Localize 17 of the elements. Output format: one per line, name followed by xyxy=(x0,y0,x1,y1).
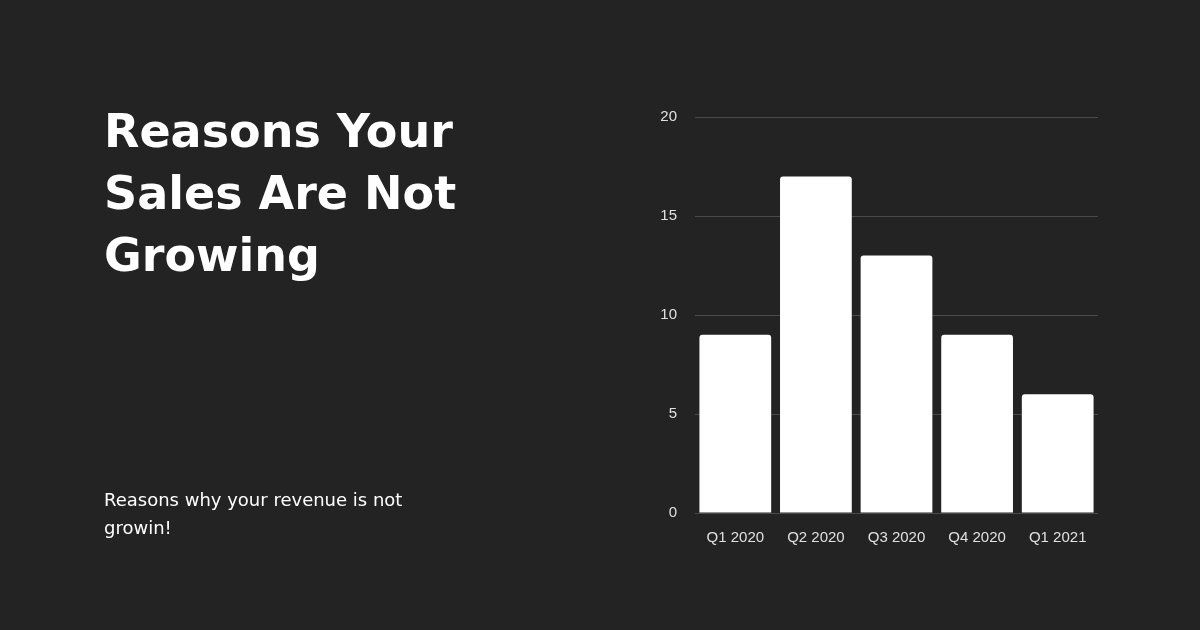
y-tick-label: 20 xyxy=(660,107,677,125)
y-tick-label: 5 xyxy=(668,404,677,422)
y-tick-label: 10 xyxy=(660,305,677,323)
x-tick-label: Q3 2020 xyxy=(867,528,926,546)
x-tick-label: Q4 2020 xyxy=(948,528,1006,546)
x-tick-label: Q2 2020 xyxy=(787,528,845,546)
x-tick-label: Q1 2021 xyxy=(1028,528,1087,546)
y-tick-label: 15 xyxy=(660,206,677,224)
y-tick-label: 0 xyxy=(668,503,677,521)
bar xyxy=(1021,394,1094,513)
bar xyxy=(941,334,1013,513)
bar xyxy=(860,255,933,513)
text: Reasons Your Sales Are Not Growing xyxy=(104,103,458,284)
x-tick-label: Q1 2020 xyxy=(706,528,765,546)
text: Reasons why your revenue is not growin! xyxy=(104,488,404,540)
bar xyxy=(780,176,852,513)
bar xyxy=(699,334,772,513)
